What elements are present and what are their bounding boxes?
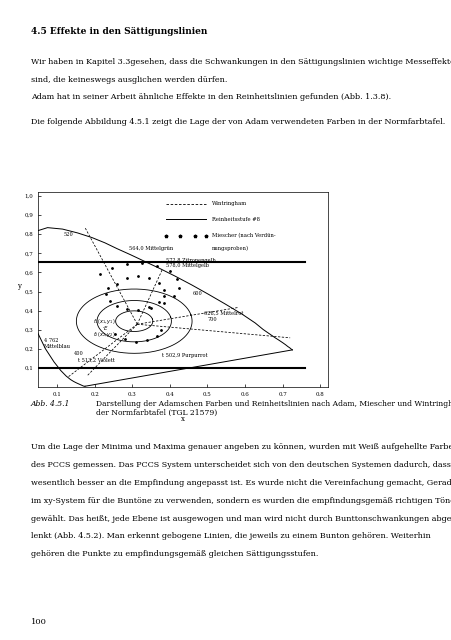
Text: Die folgende Abbildung 4.5.1 zeigt die Lage der von Adam verwendeten Farben in d: Die folgende Abbildung 4.5.1 zeigt die L… [31, 118, 444, 126]
Text: Abb. 4.5.1: Abb. 4.5.1 [31, 400, 70, 408]
Text: 4.5 Effekte in den Sättigungslinien: 4.5 Effekte in den Sättigungslinien [31, 27, 207, 36]
Text: wesentlich besser an die Empfindung angepasst ist. Es wurde nicht die Vereinfach: wesentlich besser an die Empfindung ange… [31, 479, 451, 487]
Text: Adam hat in seiner Arbeit ähnliche Effekte in den Reinheitslinien gefunden (Abb.: Adam hat in seiner Arbeit ähnliche Effek… [31, 93, 390, 102]
Text: 520: 520 [64, 232, 74, 237]
Text: gewählt. Das heißt, jede Ebene ist ausgewogen und man wird nicht durch Bunttonsc: gewählt. Das heißt, jede Ebene ist ausge… [31, 515, 451, 522]
Text: Wintringham: Wintringham [212, 201, 247, 206]
Text: Reinheitsstufe #8: Reinheitsstufe #8 [212, 217, 259, 222]
Text: gehören die Punkte zu empfindungsgemäß gleichen Sättigungsstufen.: gehören die Punkte zu empfindungsgemäß g… [31, 550, 318, 558]
Text: 400: 400 [74, 351, 84, 356]
Text: 572,8 Zitronengelb: 572,8 Zitronengelb [166, 259, 215, 264]
Text: sind, die keineswegs ausglichen werden dürfen.: sind, die keineswegs ausglichen werden d… [31, 76, 226, 84]
Text: im xy-System für die Buntöne zu verwenden, sondern es wurden die empfindungsgemä: im xy-System für die Buntöne zu verwende… [31, 497, 451, 505]
Text: Wir haben in Kapitel 3.3gesehen, dass die Schwankungen in den Sättigungslinien w: Wir haben in Kapitel 3.3gesehen, dass di… [31, 58, 451, 66]
Text: 578,0 Mittelgelb: 578,0 Mittelgelb [166, 262, 209, 268]
Y-axis label: y: y [17, 282, 21, 289]
Text: 564,0 Mittelgrün: 564,0 Mittelgrün [128, 246, 172, 251]
Text: 600: 600 [192, 291, 202, 296]
Text: $\cdot E$: $\cdot E$ [102, 324, 109, 332]
Text: nungsproben): nungsproben) [212, 246, 249, 252]
Text: $f_1(x_1,y_1)$: $f_1(x_1,y_1)$ [93, 317, 115, 326]
Text: $f_2(x_2,y_2)$: $f_2(x_2,y_2)$ [93, 330, 115, 339]
Text: 100: 100 [31, 618, 46, 626]
Text: des PCCS gemessen. Das PCCS System unterscheidet sich von den deutschen Systemen: des PCCS gemessen. Das PCCS System unter… [31, 461, 451, 468]
Text: 4 762
Mittelblau: 4 762 Mittelblau [44, 337, 71, 349]
Text: 700: 700 [207, 317, 216, 322]
Text: Darstellung der Adamschen Farben und Reinheitslinien nach Adam, Miescher und Win: Darstellung der Adamschen Farben und Rei… [96, 400, 451, 417]
Text: x: x [181, 415, 184, 422]
Text: lenkt (Abb. 4.5.2). Man erkennt gebogene Linien, die jeweils zu einem Bunton geh: lenkt (Abb. 4.5.2). Man erkennt gebogene… [31, 532, 429, 540]
Text: Miescher (nach Verdün-: Miescher (nach Verdün- [212, 234, 275, 239]
Text: t 513,2 Violett: t 513,2 Violett [78, 358, 115, 363]
Text: Um die Lage der Minima und Maxima genauer angeben zu können, wurden mit Weiß auf: Um die Lage der Minima und Maxima genaue… [31, 443, 451, 451]
Text: t 502,9 Purpurrot: t 502,9 Purpurrot [162, 353, 207, 358]
Text: 628,5 Mittelrot: 628,5 Mittelrot [203, 311, 243, 316]
